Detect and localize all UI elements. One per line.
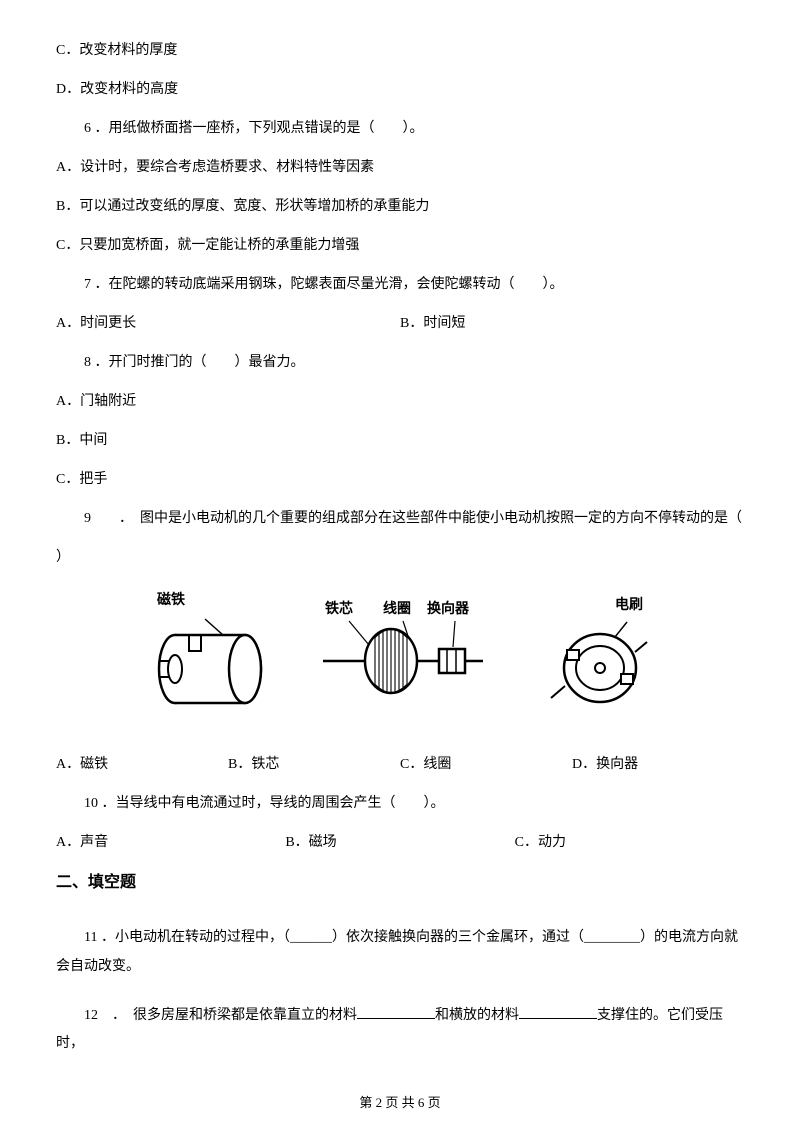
page-footer: 第 2 页 共 6 页 [0,1093,800,1113]
q12-mid: 和横放的材料 [435,1008,519,1023]
label-commutator: 换向器 [427,599,469,620]
brush-icon [545,616,655,711]
q7-options: A．时间更长 B．时间短 [56,313,744,334]
q9-option-b: B．铁芯 [228,754,400,775]
q6-option-c: C．只要加宽桥面，就一定能让桥的承重能力增强 [56,235,744,256]
q12-before: 12 ． 很多房屋和桥梁都是依靠直立的材料 [84,1008,357,1023]
q9-stem-close: ） [56,547,744,568]
label-coil: 线圈 [383,599,411,620]
section-2-title: 二、填空题 [56,871,744,895]
q10-options: A．声音 B．磁场 C．动力 [56,832,744,853]
q8-option-c: C．把手 [56,469,744,490]
figure-brush: 电刷 [545,595,655,711]
q9-stem-prefix: 9 ． 图中是小电动机的几个重要的组成部分在这些部件中能使小电动机按照一定的方向… [84,511,742,526]
label-magnet: 磁铁 [157,590,185,611]
q8-option-b: B．中间 [56,430,744,451]
q12-blank-2[interactable] [519,1005,597,1019]
q9-option-a: A．磁铁 [56,754,228,775]
q10-option-c: C．动力 [515,832,744,853]
label-core: 铁芯 [325,599,353,620]
q7-option-b: B．时间短 [400,313,744,334]
q9-stem: 9 ． 图中是小电动机的几个重要的组成部分在这些部件中能使小电动机按照一定的方向… [56,508,744,529]
magnet-icon [145,611,275,716]
q7-stem: 7 ．在陀螺的转动底端采用钢珠，陀螺表面尽量光滑，会使陀螺转动（ ）。 [56,274,744,295]
q10-stem: 10 ．当导线中有电流通过时，导线的周围会产生（ ）。 [56,793,744,814]
figure-core-coil: 铁芯 线圈 换向器 [315,601,505,706]
q10-option-a: A．声音 [56,832,285,853]
q12-blank-1[interactable] [357,1005,435,1019]
q7-option-a: A．时间更长 [56,313,400,334]
q8-stem: 8 ．开门时推门的（ ）最省力。 [56,352,744,373]
q9-option-c: C．线圈 [400,754,572,775]
q9-figure-row: 磁铁 铁芯 线圈 换向器 [56,590,744,716]
q6-option-a: A．设计时，要综合考虑造桥要求、材料特性等因素 [56,157,744,178]
q5-option-c: C．改变材料的厚度 [56,40,744,61]
q10-option-b: B．磁场 [285,832,514,853]
q5-option-d: D．改变材料的高度 [56,79,744,100]
label-brush: 电刷 [615,595,643,616]
q8-option-a: A．门轴附近 [56,391,744,412]
q11-text: 11 ．小电动机在转动的过程中，（______）依次接触换向器的三个金属环，通过… [56,923,744,982]
q9-option-d: D．换向器 [572,754,744,775]
q6-stem: 6 ．用纸做桥面搭一座桥，下列观点错误的是（ ）。 [56,118,744,139]
q12-text: 12 ． 很多房屋和桥梁都是依靠直立的材料和横放的材料支撑住的。它们受压时， [56,1002,744,1058]
figure-magnet: 磁铁 [145,590,275,716]
q6-option-b: B．可以通过改变纸的厚度、宽度、形状等增加桥的承重能力 [56,196,744,217]
q9-options: A．磁铁 B．铁芯 C．线圈 D．换向器 [56,754,744,775]
